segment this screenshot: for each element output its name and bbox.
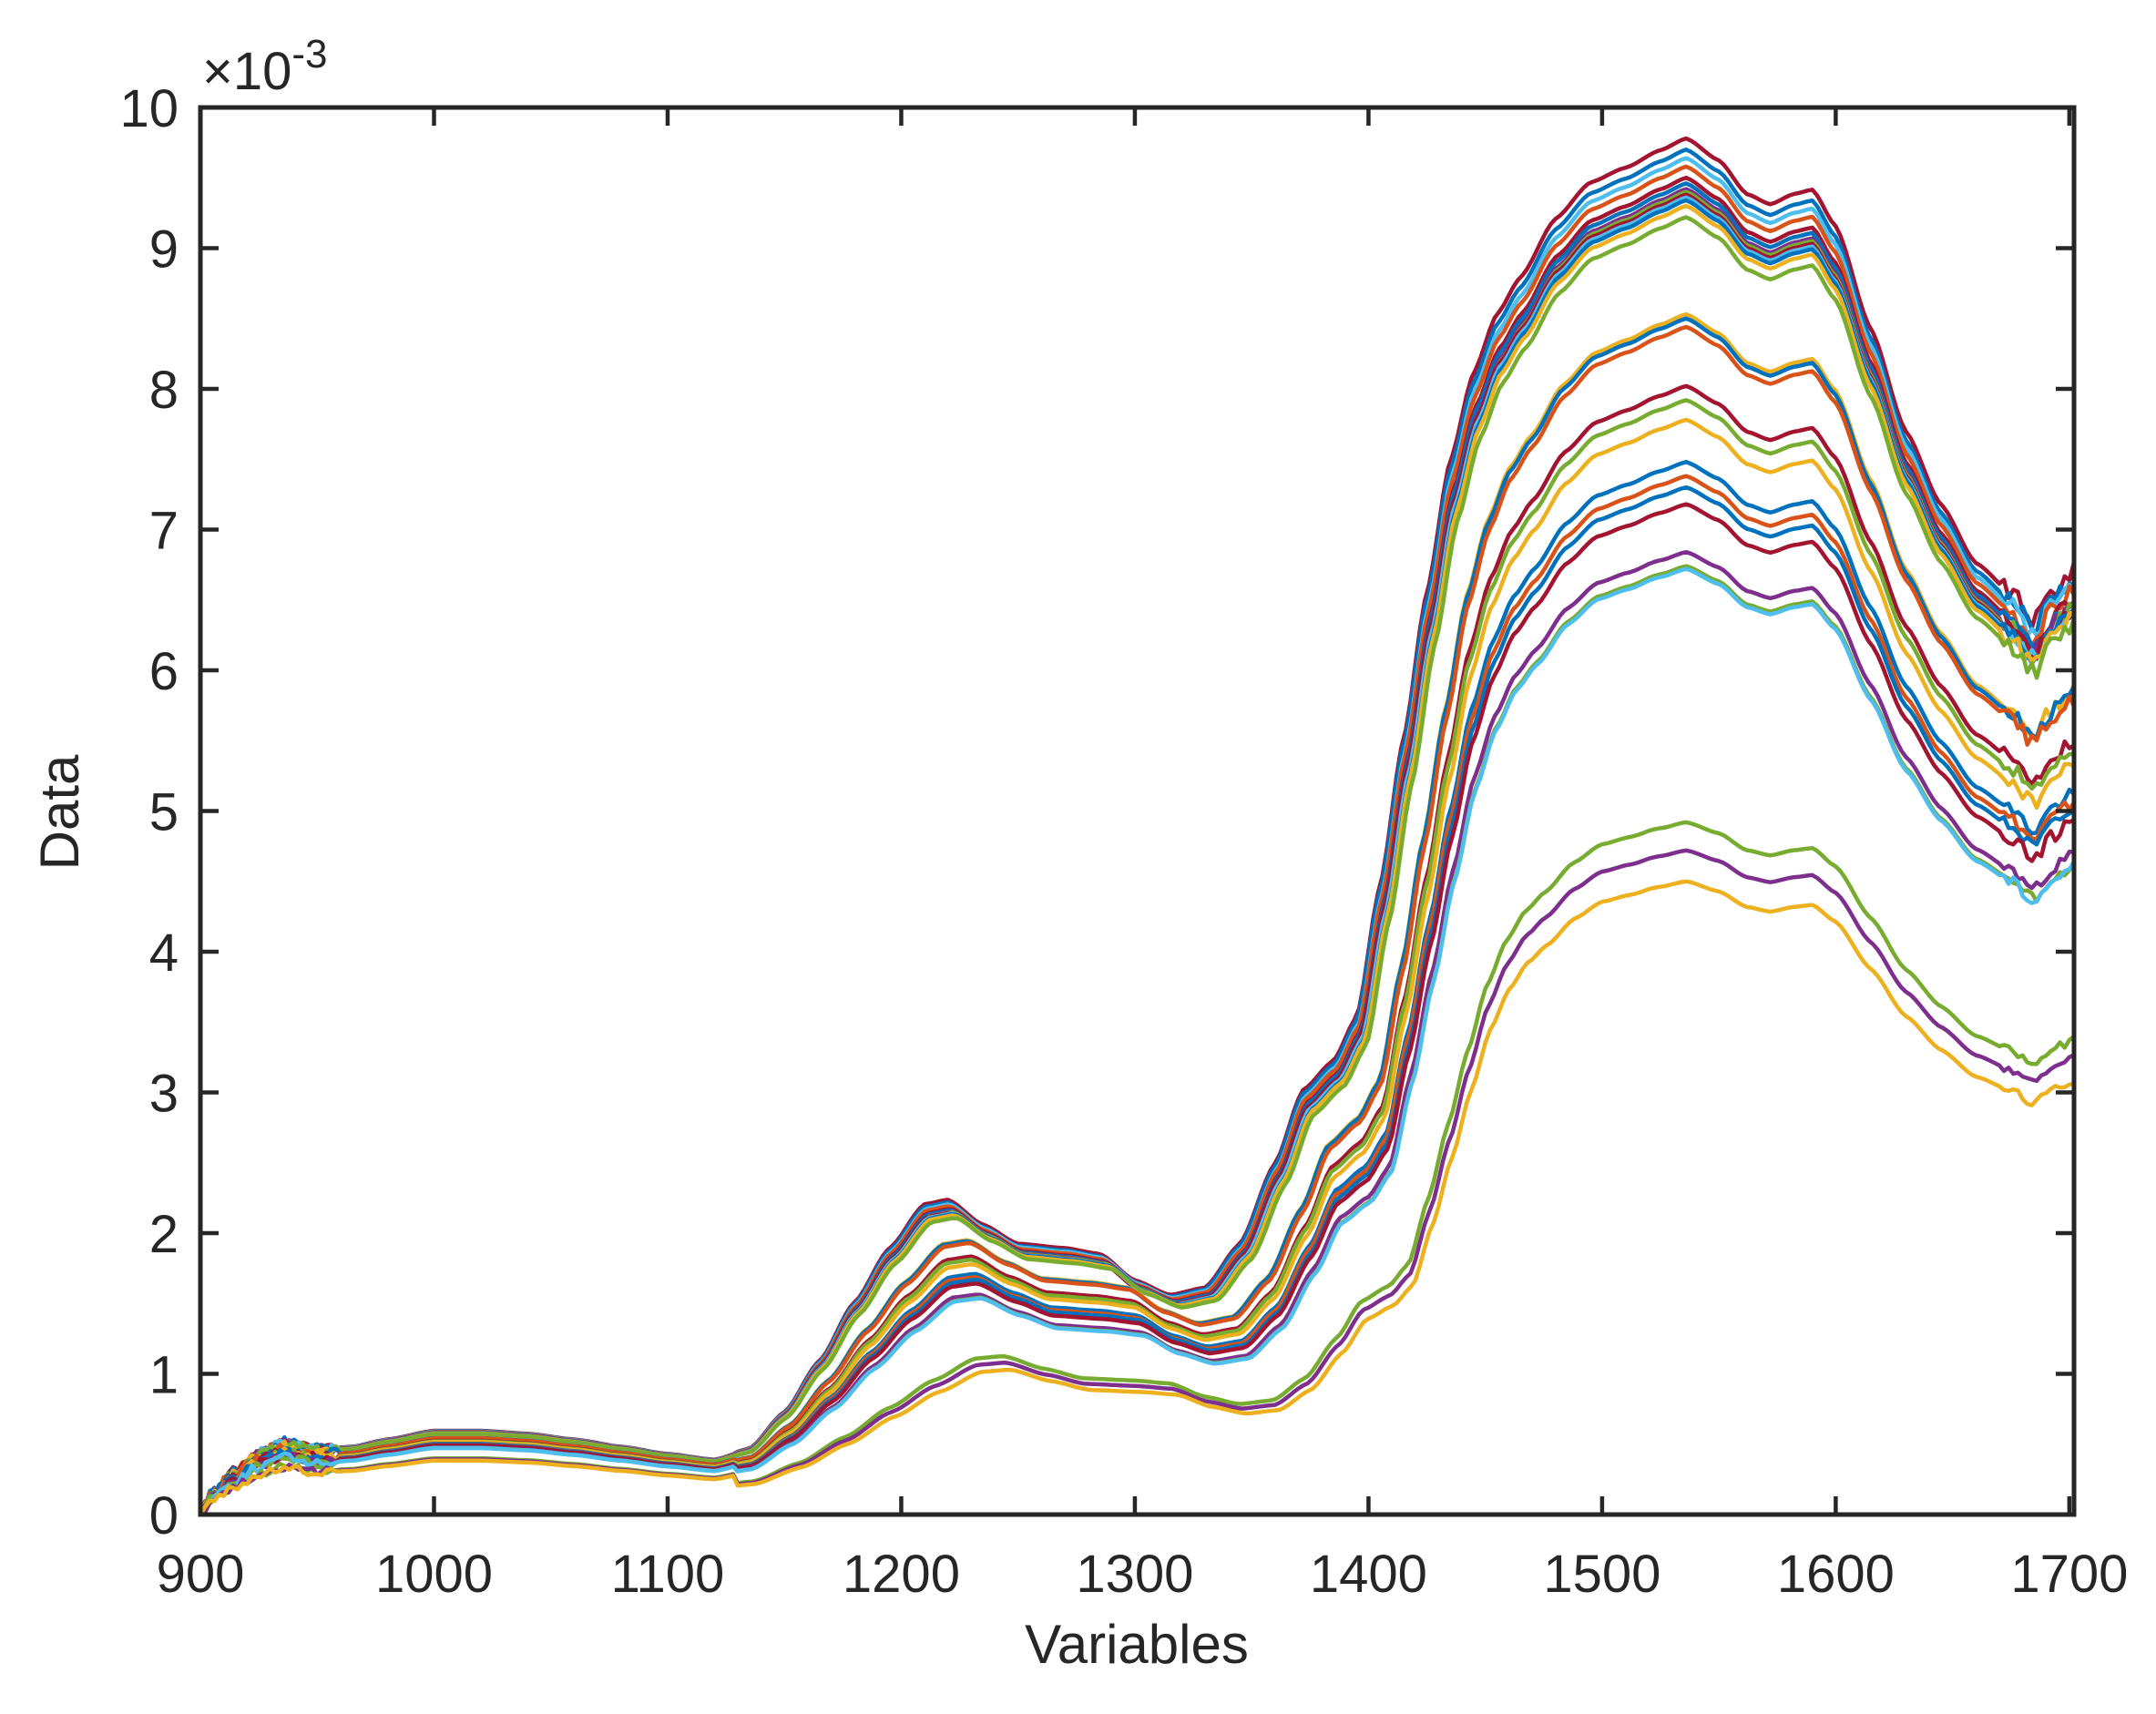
y-exponent-label: ×10-3: [202, 32, 328, 101]
x-tick-label: 1400: [1310, 1545, 1427, 1604]
y-tick-label: 7: [149, 502, 179, 561]
x-tick-label: 1600: [1777, 1545, 1895, 1604]
x-tick-label: 1500: [1543, 1545, 1660, 1604]
y-tick-label: 9: [149, 220, 179, 280]
x-tick-label: 1100: [611, 1545, 725, 1604]
y-exponent-power: -3: [291, 32, 327, 77]
x-tick-label: 1000: [375, 1545, 493, 1604]
series-line-s29: [198, 879, 2077, 1517]
series-line-s13: [198, 215, 2077, 1515]
y-tick-label: 8: [149, 361, 179, 420]
series-line-s26: [198, 566, 2077, 1516]
y-tick-label: 0: [149, 1486, 179, 1546]
x-tick-label: 900: [157, 1545, 245, 1604]
y-exponent-base: ×10: [202, 42, 291, 101]
x-tick-label: 1200: [843, 1545, 960, 1604]
x-tick-labels: 900 1000 1100 1200 1300 1400 1500 1600 1700: [157, 1545, 2129, 1604]
series-lines: [198, 136, 2077, 1517]
y-tick-label: 2: [149, 1205, 179, 1264]
plot-area: [198, 107, 2077, 1517]
y-tick-label: 5: [149, 783, 179, 842]
series-line-s16: [198, 324, 2077, 1517]
y-tick-label: 1: [149, 1346, 179, 1405]
axes-box: [198, 105, 2077, 1517]
x-axis-label: Variables: [1025, 1614, 1249, 1675]
x-tick-label: 1300: [1076, 1545, 1193, 1604]
x-tick-label: 1700: [2010, 1545, 2128, 1604]
y-tick-labels: 0 1 2 3 4 5 6 7 8 9 10: [119, 79, 179, 1546]
y-tick-label: 4: [149, 923, 179, 983]
y-tick-label: 6: [149, 642, 179, 701]
y-tick-label: 10: [119, 79, 179, 138]
y-axis-label: Data: [29, 754, 90, 870]
y-tick-label: 3: [149, 1065, 179, 1124]
